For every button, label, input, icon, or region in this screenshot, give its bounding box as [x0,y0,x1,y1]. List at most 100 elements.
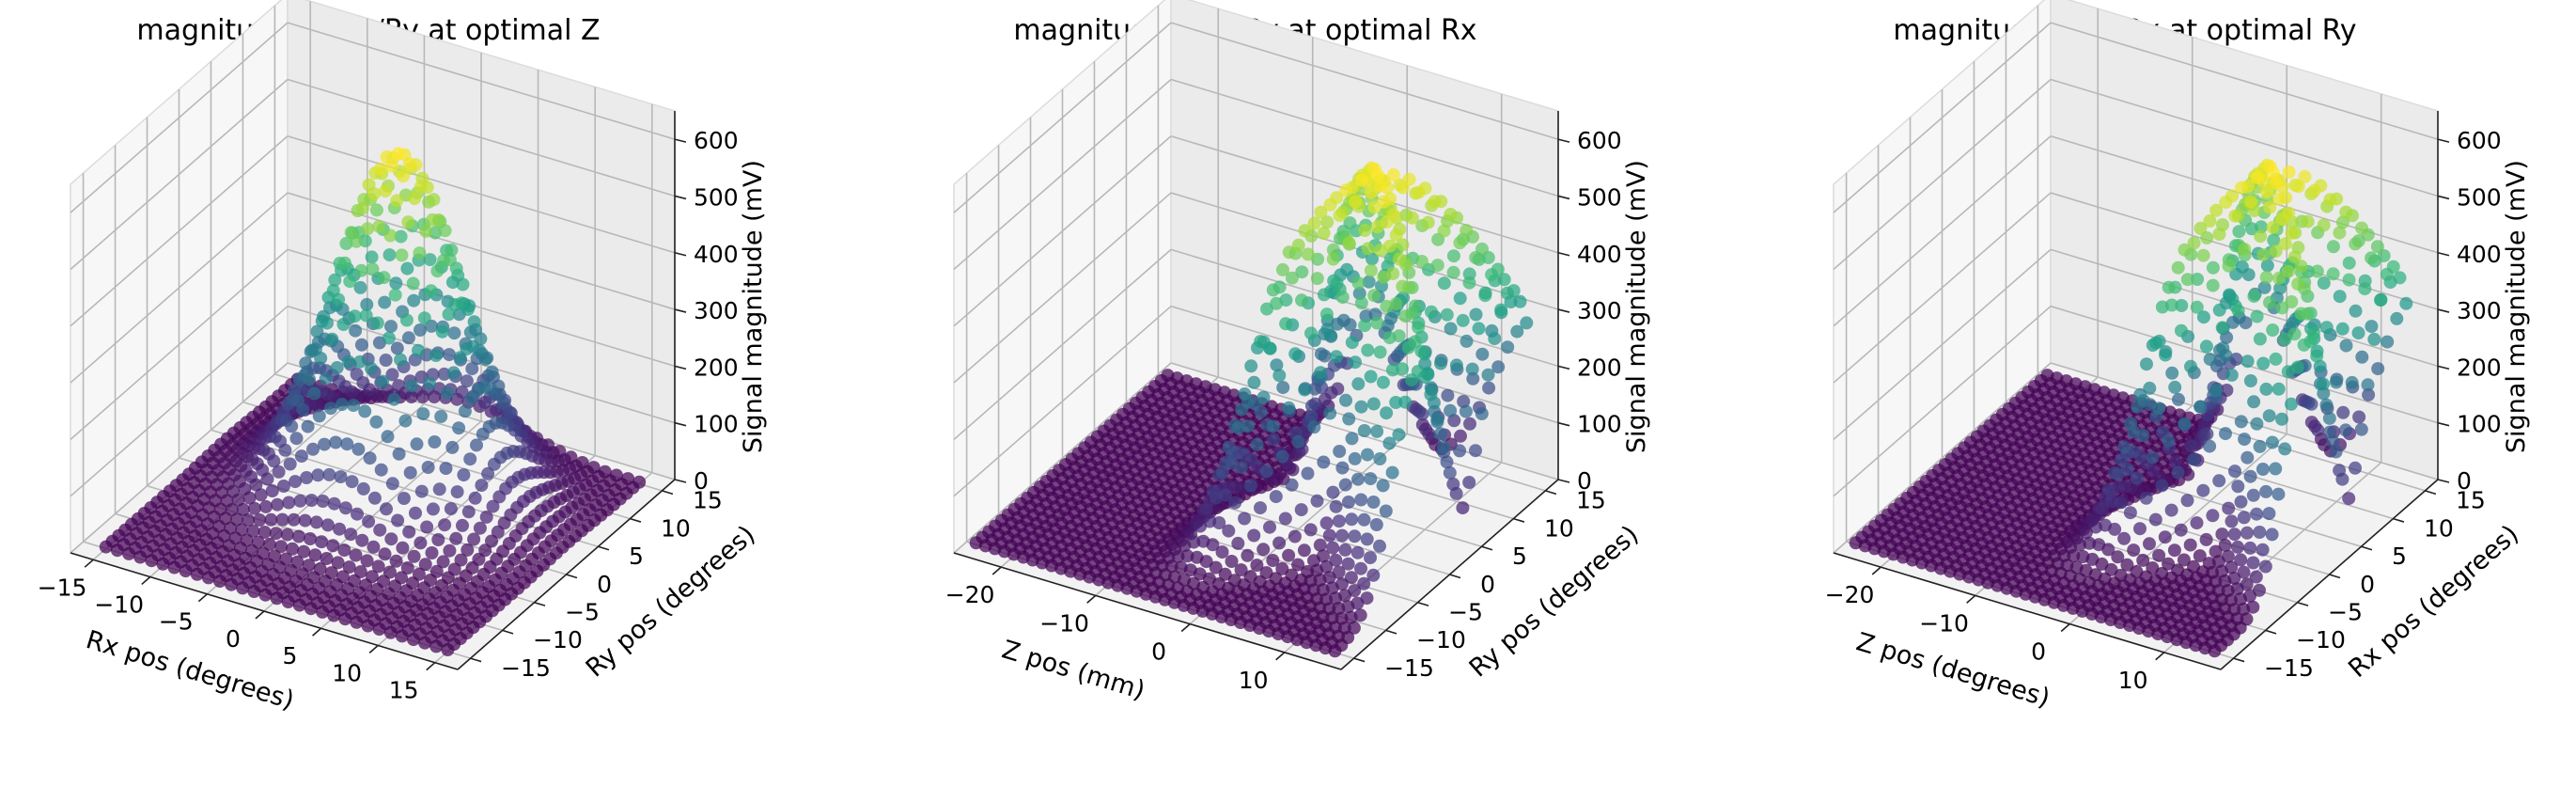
data-point [1298,383,1312,397]
data-point [282,496,296,510]
data-point [1288,347,1303,361]
data-point [1444,403,1458,417]
data-point [2194,221,2208,235]
data-point [2187,452,2201,466]
data-point [269,527,283,541]
data-point [1351,377,1366,391]
z-tick-label: 600 [1577,127,1622,154]
data-point [2243,469,2257,483]
z-tick-label: 100 [694,411,739,438]
data-point [2304,397,2318,411]
data-point [1291,558,1305,572]
data-point [2291,277,2305,291]
data-point [1500,286,1514,300]
data-point [1364,551,1377,565]
data-point [2367,332,2381,346]
data-point [436,555,450,569]
data-point [1228,496,1242,510]
data-point [1247,375,1261,389]
data-point [2352,410,2366,424]
data-point [391,513,405,527]
data-point [458,404,472,418]
data-point [2335,322,2350,336]
data-point [337,256,351,270]
data-point [213,575,226,589]
data-point [395,629,409,643]
data-point [2358,282,2372,296]
data-point [2123,506,2137,520]
data-point [367,491,382,505]
data-point [446,366,461,380]
data-point [312,409,326,423]
data-point [2067,549,2081,562]
data-point [1444,322,1458,336]
z-tick-mark [1557,421,1570,427]
data-point [1291,434,1305,449]
y-axis-label: Rx pos (degrees) [2343,520,2524,684]
data-point [410,437,424,451]
data-point [2272,382,2286,396]
data-point [432,482,446,496]
data-point [340,437,354,451]
data-point [1428,195,1442,209]
data-point [382,565,397,579]
data-point [434,410,448,423]
grid-line-z [953,78,1172,271]
data-point [417,311,431,325]
data-point [2370,240,2384,254]
data-point [1241,419,1255,433]
data-point [1171,549,1185,563]
data-point [344,527,358,542]
data-point [392,447,406,461]
data-point [2219,427,2232,441]
data-point [2317,377,2330,391]
data-point [287,512,301,527]
data-point [1351,472,1365,486]
data-point [406,276,420,291]
data-point [331,556,345,570]
data-point [2238,243,2252,257]
data-point [487,457,501,471]
data-point [275,512,289,527]
data-point [2209,384,2223,398]
data-point [326,539,340,553]
data-point [1212,516,1226,529]
data-point [2117,531,2131,545]
data-point [445,243,459,257]
data-point [2196,248,2210,262]
data-point [2259,382,2273,396]
data-point [366,262,380,276]
data-point [401,331,415,345]
data-point [300,471,314,484]
data-point [293,494,307,508]
data-point [473,521,487,535]
data-point [2143,381,2157,395]
data-point [2374,293,2388,307]
data-point [447,326,461,340]
data-point [247,585,261,598]
data-point [1437,276,1451,291]
data-point [2313,359,2327,373]
z-tick-mark [674,421,687,427]
data-point [385,368,399,382]
data-point [441,386,454,400]
data-point [1329,553,1343,567]
data-point [2317,386,2331,401]
data-point [145,554,159,568]
y-tick-mark [2361,545,2373,551]
grid-line-z [2050,78,2439,197]
data-point [338,501,352,515]
data-point [2339,339,2353,353]
z-tick-mark [2437,251,2450,257]
x-tick-mark [84,559,94,568]
data-point [396,541,410,555]
x-tick-mark [2060,623,2070,633]
data-point [405,379,419,393]
data-point [1380,406,1394,420]
data-point [420,520,434,534]
data-point [1326,243,1340,257]
data-point [377,271,391,285]
data-point [370,316,384,330]
data-point [2326,434,2340,449]
data-point [325,332,339,346]
